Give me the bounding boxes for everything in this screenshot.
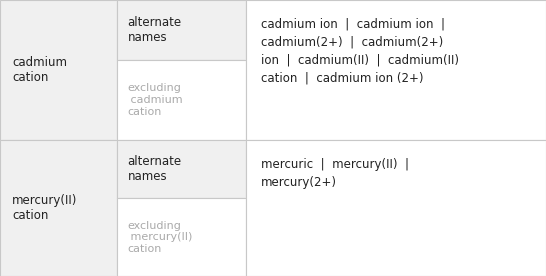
- Bar: [246, 140, 546, 276]
- Text: alternate
names: alternate names: [127, 155, 181, 183]
- Text: cadmium ion  |  cadmium ion  |
cadmium(2+)  |  cadmium(2+)
ion  |  cadmium(II)  : cadmium ion | cadmium ion | cadmium(2+) …: [260, 18, 459, 85]
- Text: alternate
names: alternate names: [127, 16, 181, 44]
- Text: mercuric  |  mercury(II)  |
mercury(2+): mercuric | mercury(II) | mercury(2+): [260, 158, 409, 189]
- Text: mercury(II)
cation: mercury(II) cation: [12, 194, 78, 222]
- Bar: [0, 140, 117, 276]
- Bar: [117, 0, 246, 60]
- Bar: [117, 60, 246, 140]
- Text: excluding
 mercury(II)
cation: excluding mercury(II) cation: [127, 221, 193, 254]
- Text: excluding
 cadmium
cation: excluding cadmium cation: [127, 83, 183, 117]
- Bar: [117, 140, 246, 198]
- Text: cadmium
cation: cadmium cation: [12, 56, 67, 84]
- Bar: [117, 198, 246, 276]
- Bar: [246, 0, 546, 140]
- Bar: [0, 0, 117, 140]
